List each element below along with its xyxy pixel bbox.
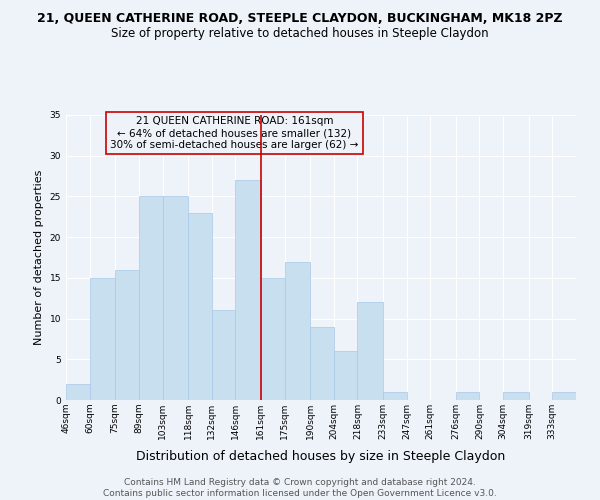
Text: Contains HM Land Registry data © Crown copyright and database right 2024.
Contai: Contains HM Land Registry data © Crown c… [103, 478, 497, 498]
Bar [212, 310, 235, 400]
Bar [284, 262, 310, 400]
Y-axis label: Number of detached properties: Number of detached properties [34, 170, 44, 345]
Bar [358, 302, 383, 400]
Bar [188, 212, 212, 400]
Bar [503, 392, 529, 400]
X-axis label: Distribution of detached houses by size in Steeple Claydon: Distribution of detached houses by size … [136, 450, 506, 464]
Bar [552, 392, 576, 400]
Bar [163, 196, 188, 400]
Bar [235, 180, 261, 400]
Text: Size of property relative to detached houses in Steeple Claydon: Size of property relative to detached ho… [111, 28, 489, 40]
Bar [383, 392, 407, 400]
Bar [456, 392, 479, 400]
Bar [310, 326, 334, 400]
Bar [66, 384, 90, 400]
Bar [90, 278, 115, 400]
Bar [261, 278, 284, 400]
Text: 21 QUEEN CATHERINE ROAD: 161sqm
← 64% of detached houses are smaller (132)
30% o: 21 QUEEN CATHERINE ROAD: 161sqm ← 64% of… [110, 116, 358, 150]
Bar [139, 196, 163, 400]
Bar [334, 351, 358, 400]
Bar [115, 270, 139, 400]
Text: 21, QUEEN CATHERINE ROAD, STEEPLE CLAYDON, BUCKINGHAM, MK18 2PZ: 21, QUEEN CATHERINE ROAD, STEEPLE CLAYDO… [37, 12, 563, 26]
